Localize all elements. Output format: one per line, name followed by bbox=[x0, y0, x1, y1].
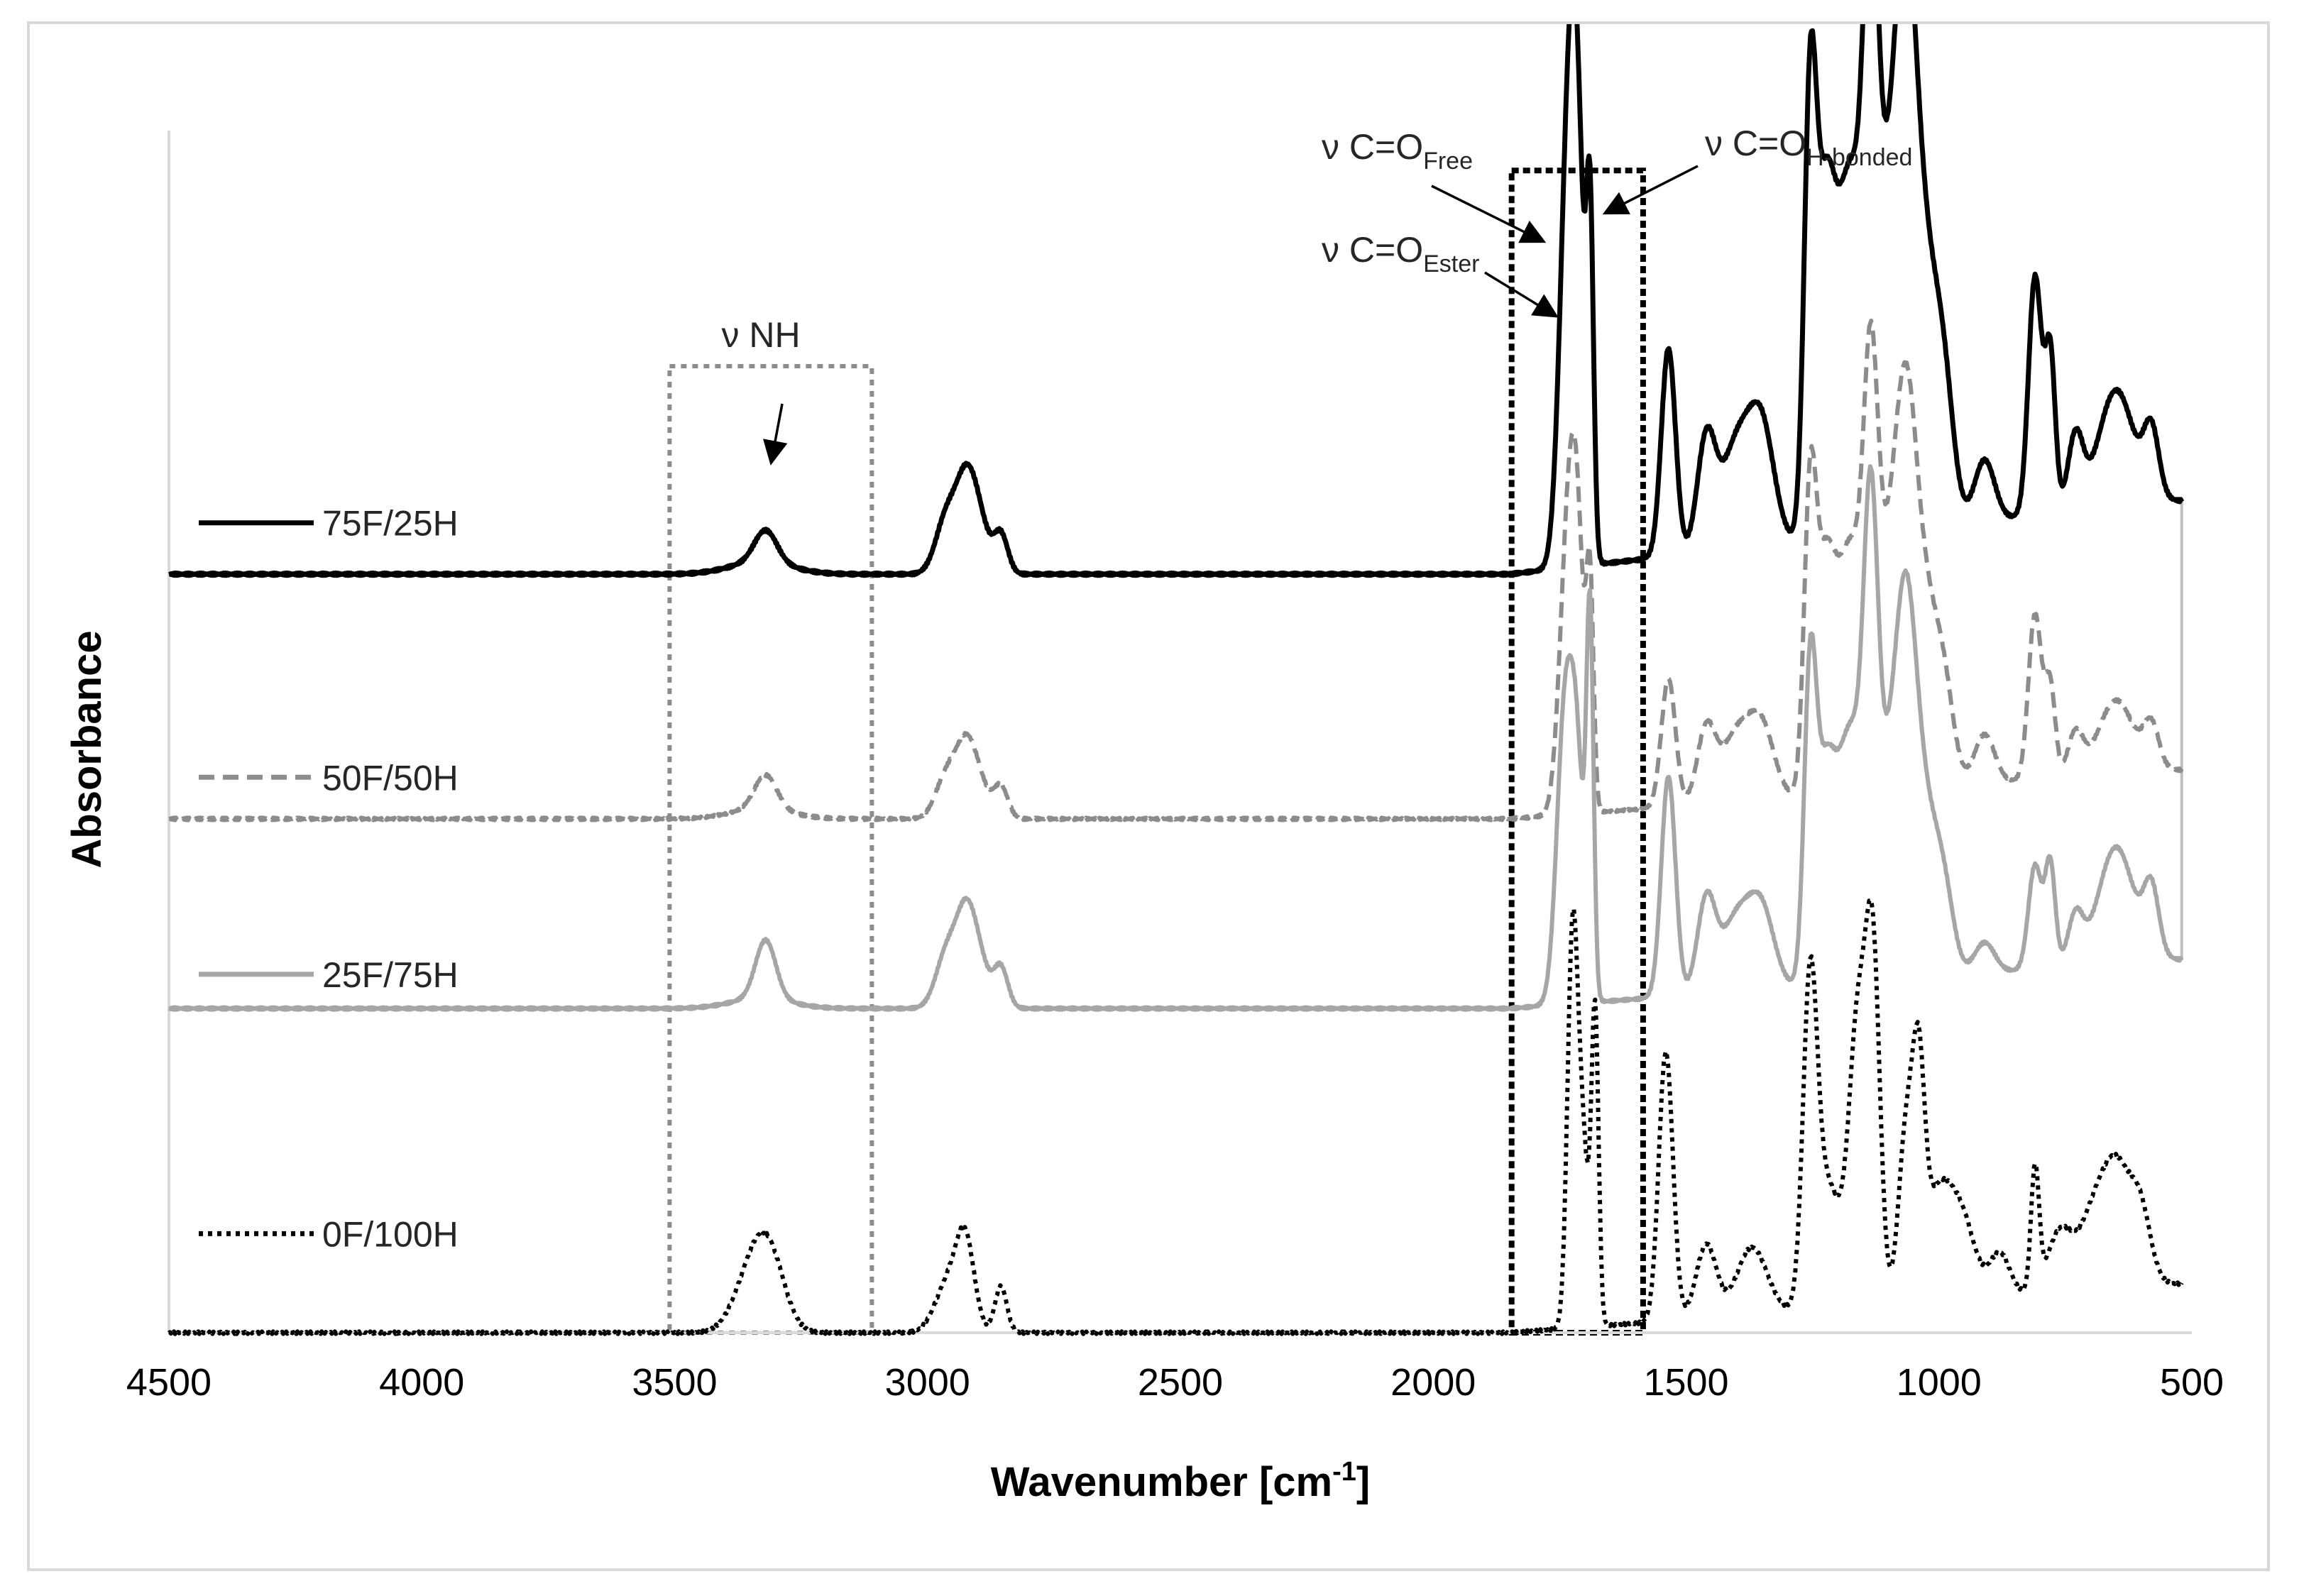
annotation-label: ν C=OFree bbox=[1322, 127, 1473, 175]
highlight-regions bbox=[667, 167, 1646, 1336]
series-line bbox=[167, 24, 2185, 578]
annotations: ν NH ν C=OFree ν C=OH-bonded ν C=OEster bbox=[721, 123, 1912, 466]
annotation-arrow bbox=[1431, 185, 1547, 243]
annotation: ν C=OEster bbox=[1322, 230, 1559, 318]
annotation: ν C=OFree bbox=[1322, 127, 1547, 243]
series-layer bbox=[167, 24, 2185, 1336]
annotation-arrow bbox=[1484, 271, 1559, 318]
annotation-label: ν C=OEster bbox=[1322, 230, 1479, 277]
axes bbox=[168, 131, 2192, 1334]
annotation: ν C=OH-bonded bbox=[1602, 123, 1912, 215]
x-tick-label: 4000 bbox=[379, 1361, 464, 1404]
legend-item: 50F/50H bbox=[199, 758, 459, 798]
x-axis-title-main: Wavenumber [cm bbox=[991, 1459, 1332, 1505]
x-axis-title-sup: -1 bbox=[1332, 1457, 1356, 1487]
legend-item: 25F/75H bbox=[199, 955, 459, 995]
x-tick-label: 1000 bbox=[1897, 1361, 1982, 1404]
ftir-spectra-chart: 4500 4000 3500 3000 2500 2000 1500 1000 500 75F/… bbox=[64, 24, 2224, 1505]
annotation-label: ν C=OH-bonded bbox=[1705, 123, 1912, 171]
annotation-arrow bbox=[762, 403, 788, 466]
x-tick-label: 3500 bbox=[632, 1361, 717, 1404]
region-box bbox=[667, 364, 874, 1335]
legend-item: 75F/25H bbox=[199, 504, 459, 544]
legend-label: 25F/75H bbox=[322, 955, 459, 995]
annotation: ν NH bbox=[721, 315, 801, 466]
x-tick-label: 3000 bbox=[885, 1361, 970, 1404]
annotation-label: ν NH bbox=[721, 315, 800, 355]
x-tick-label: 2500 bbox=[1138, 1361, 1223, 1404]
x-tick-label: 4500 bbox=[126, 1361, 212, 1404]
legend: 75F/25H 50F/50H 25F/75H 0F/100H bbox=[199, 504, 459, 1254]
x-tick-label: 1500 bbox=[1643, 1361, 1728, 1404]
series-line bbox=[168, 464, 2184, 1012]
series-line bbox=[168, 897, 2184, 1336]
legend-label: 75F/25H bbox=[322, 504, 459, 544]
y-axis-title: Absorbance bbox=[64, 630, 110, 868]
x-tick-label: 2000 bbox=[1390, 1361, 1476, 1404]
legend-label: 0F/100H bbox=[322, 1214, 459, 1254]
x-axis-title: Wavenumber [cm-1] bbox=[991, 1457, 1370, 1505]
chart-container: 4500 4000 3500 3000 2500 2000 1500 1000 500 75F/… bbox=[27, 21, 2270, 1571]
x-tick-labels: 4500 4000 3500 3000 2500 2000 1500 1000 500 bbox=[126, 1361, 2224, 1404]
series-line bbox=[168, 319, 2184, 822]
legend-label: 50F/50H bbox=[322, 758, 459, 798]
x-tick-label: 500 bbox=[2160, 1361, 2224, 1404]
annotation-arrow bbox=[1602, 165, 1699, 215]
region-box bbox=[1508, 167, 1646, 1336]
legend-item: 0F/100H bbox=[199, 1214, 459, 1254]
x-axis-title-end: ] bbox=[1356, 1459, 1370, 1505]
